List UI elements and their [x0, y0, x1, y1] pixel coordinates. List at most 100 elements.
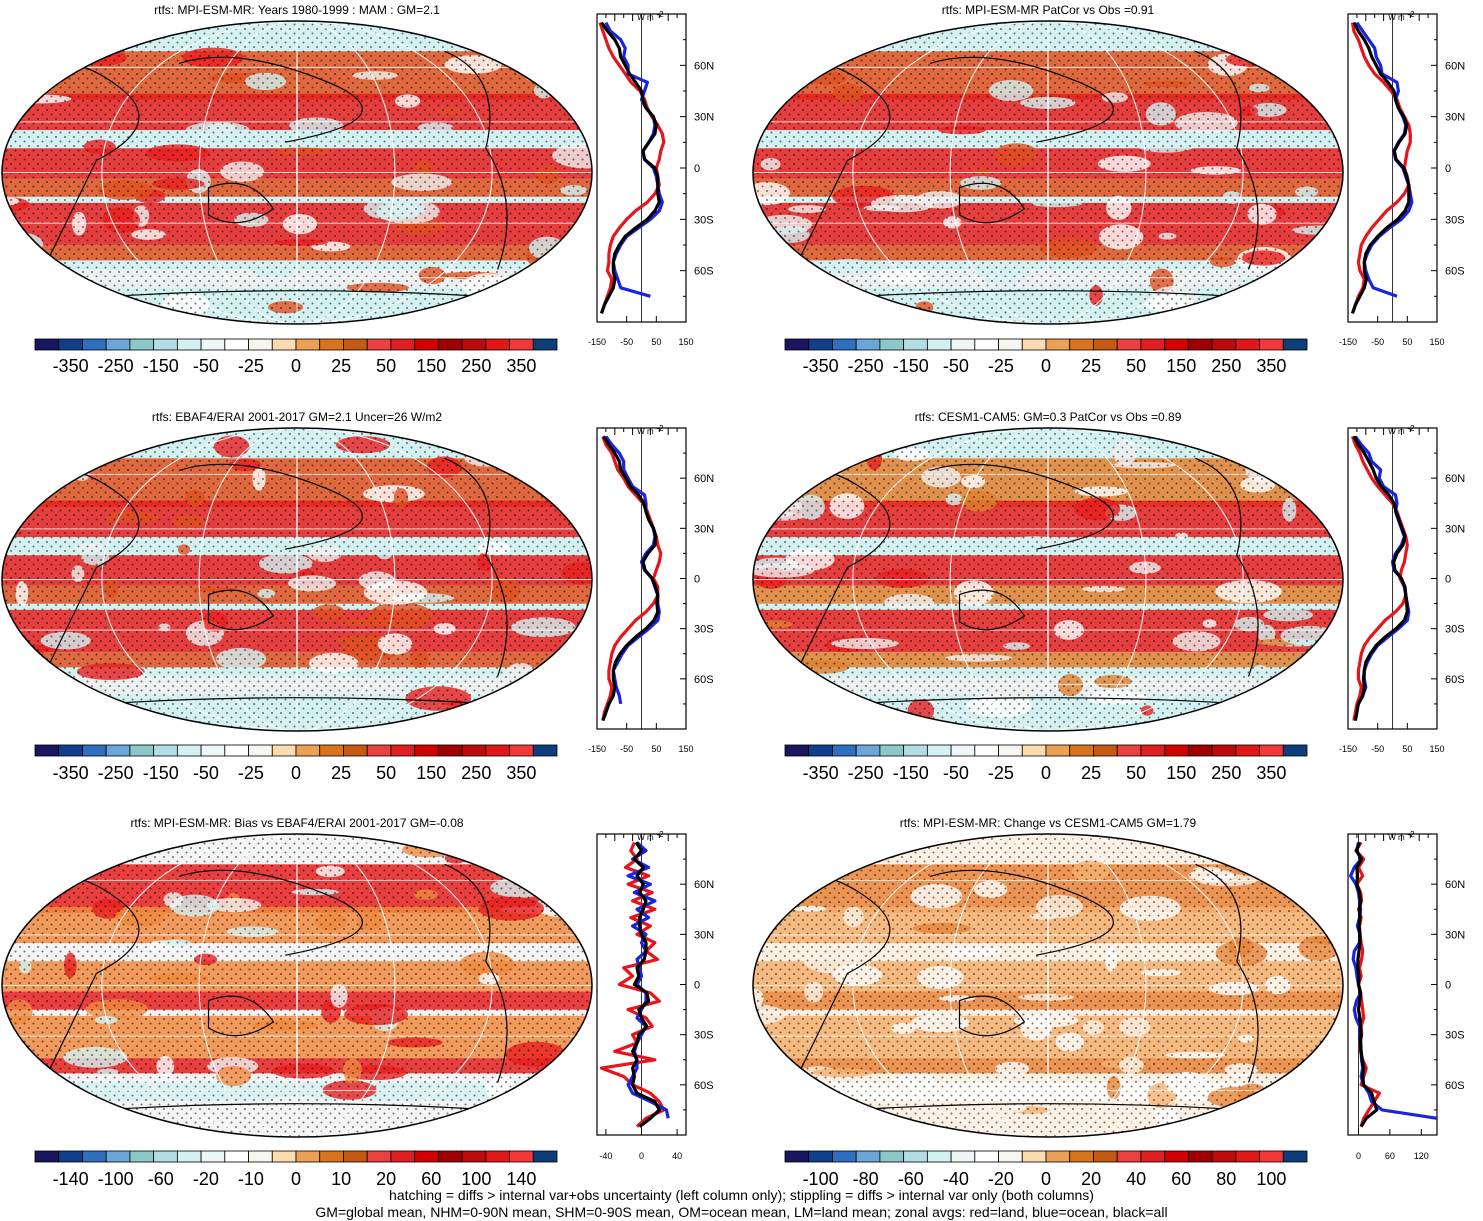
field-patch [14, 69, 33, 78]
longitude-line [1047, 428, 1049, 731]
colorbar-box [784, 1150, 810, 1163]
field-patch [1213, 438, 1248, 449]
colorbar-tick-label: 20 [376, 1169, 396, 1189]
coastline [929, 463, 1114, 550]
field-patch [753, 77, 800, 89]
colorbar-box [461, 744, 487, 757]
zonal-unit-exponent: -2 [1408, 830, 1416, 839]
zonal-x-tick-label: -50 [620, 337, 633, 347]
colorbar-box [414, 744, 439, 757]
colorbar-tick-label: 150 [1166, 763, 1196, 783]
colorbar-box [105, 338, 131, 351]
zonal-unit: W m [1388, 833, 1405, 842]
zonal-lat-tick-label: 60N [694, 473, 714, 485]
longitude-line [949, 834, 1147, 1137]
colorbar-box [926, 1150, 952, 1163]
zonal-x-tick-label: 150 [1429, 337, 1444, 347]
global-map [752, 833, 1344, 1138]
colorbar-box [532, 1150, 558, 1163]
global-map [1, 427, 593, 732]
zonal-x-tick-label: -50 [1371, 744, 1384, 754]
colorbar-tick-label: 10 [331, 1169, 351, 1189]
colorbar-box [509, 338, 534, 351]
zonal-lat-tick-label: 30S [694, 214, 714, 226]
zonal-lat-tick-label: 30S [1445, 214, 1465, 226]
panel-title: rtfs: EBAF4/ERAI 2001-2017 GM=2.1 Uncer=… [152, 410, 442, 424]
zonal-mean-plot: W m -2 -150 -50 50 150 60N 30N 0 30S 60S [588, 424, 714, 754]
zonal-series-all [601, 435, 660, 722]
longitude-line [852, 834, 1244, 1137]
colorbar-tick-label: 20 [1081, 1169, 1101, 1189]
field-patch [482, 299, 538, 315]
zonal-x-tick-label: 150 [1429, 744, 1444, 754]
colorbar-tick-label: 25 [1081, 763, 1101, 783]
colorbar-box [950, 1150, 976, 1163]
field-patch [551, 480, 592, 490]
colorbar-tick-label: -350 [53, 763, 89, 783]
colorbar-box [34, 338, 60, 351]
coastline [929, 869, 1114, 956]
colorbar-tick-label: 0 [1041, 356, 1051, 376]
panel-title: rtfs: MPI-ESM-MR: Bias vs EBAF4/ERAI 200… [130, 816, 463, 830]
colorbar-tick-label: -50 [943, 356, 969, 376]
colorbar-tick-label: 60 [421, 1169, 441, 1189]
colorbar-tick-label: -250 [98, 356, 134, 376]
colorbar-tick-label: 350 [1256, 356, 1286, 376]
zonal-x-tick-label: 0 [1356, 1151, 1361, 1161]
colorbar-box [58, 744, 83, 757]
colorbar-box [390, 1150, 416, 1163]
zonal-x-tick-label: -40 [599, 1151, 612, 1161]
colorbar-box [1045, 744, 1071, 757]
colorbar-tick-label: 100 [1256, 1169, 1286, 1189]
zonal-lat-tick-label: 30N [694, 929, 714, 941]
field-patch [2, 860, 37, 873]
colorbar-tick-label: 50 [1126, 763, 1146, 783]
colorbar-box [974, 1150, 999, 1163]
zonal-unit-exponent: -2 [1408, 424, 1416, 433]
colorbar-box [1211, 744, 1237, 757]
field-patch [1279, 33, 1314, 40]
zonal-unit: W m [637, 833, 654, 842]
zonal-lat-tick-label: 30N [1445, 929, 1465, 941]
colorbar-box [855, 338, 881, 351]
colorbar-box [248, 1150, 273, 1163]
colorbar-tick-label: -250 [848, 763, 884, 783]
panel-title: rtfs: CESM1-CAM5: GM=0.3 PatCor vs Obs =… [915, 410, 1182, 424]
colorbar-box [998, 1150, 1023, 1163]
colorbar-tick-label: -25 [238, 356, 264, 376]
colorbar-box [295, 338, 321, 351]
colorbar-box [1235, 744, 1260, 757]
colorbar-box [1116, 744, 1142, 757]
zonal-x-tick-label: 40 [672, 1151, 682, 1161]
colorbar-box [271, 1150, 297, 1163]
zonal-lat-tick-label: 30S [694, 624, 714, 636]
colorbar-tick-label: -25 [988, 763, 1014, 783]
zonal-mean-plot: W m -2 -150 -50 50 150 60N 30N 0 30S 60S [1339, 10, 1465, 347]
zonal-mean-plot: W m -2 0 60 120 60N 30N 0 30S 60S [1347, 830, 1465, 1161]
colorbar-box [343, 744, 368, 757]
colorbar-box [224, 744, 249, 757]
zonal-unit: W m [1388, 13, 1405, 22]
zonal-lat-tick-label: 0 [694, 574, 700, 586]
colorbar-box [366, 1150, 392, 1163]
colorbar-box [105, 1150, 131, 1163]
colorbar-box [950, 744, 976, 757]
colorbar-box [1187, 338, 1213, 351]
colorbar-box [34, 744, 60, 757]
colorbar-box [200, 744, 226, 757]
field-patch [527, 852, 568, 860]
colorbar-box [1235, 338, 1260, 351]
colorbar-tick-label: 50 [376, 763, 396, 783]
zonal-lat-tick-label: 0 [1445, 163, 1451, 175]
field-patch [1304, 290, 1321, 303]
colorbar-tick-label: 350 [1256, 763, 1286, 783]
colorbar-box [200, 1150, 226, 1163]
colorbar-tick-label: -20 [193, 1169, 219, 1189]
colorbar-box [414, 338, 439, 351]
zonal-x-tick-label: 150 [678, 744, 693, 754]
colorbar-box [105, 744, 131, 757]
colorbar-tick-label: -60 [148, 1169, 174, 1189]
panel-3: rtfs: EBAF4/ERAI 2001-2017 GM=2.1 Uncer=… [1, 410, 714, 783]
colorbar-box [974, 744, 999, 757]
colorbar-tick-label: 25 [331, 763, 351, 783]
